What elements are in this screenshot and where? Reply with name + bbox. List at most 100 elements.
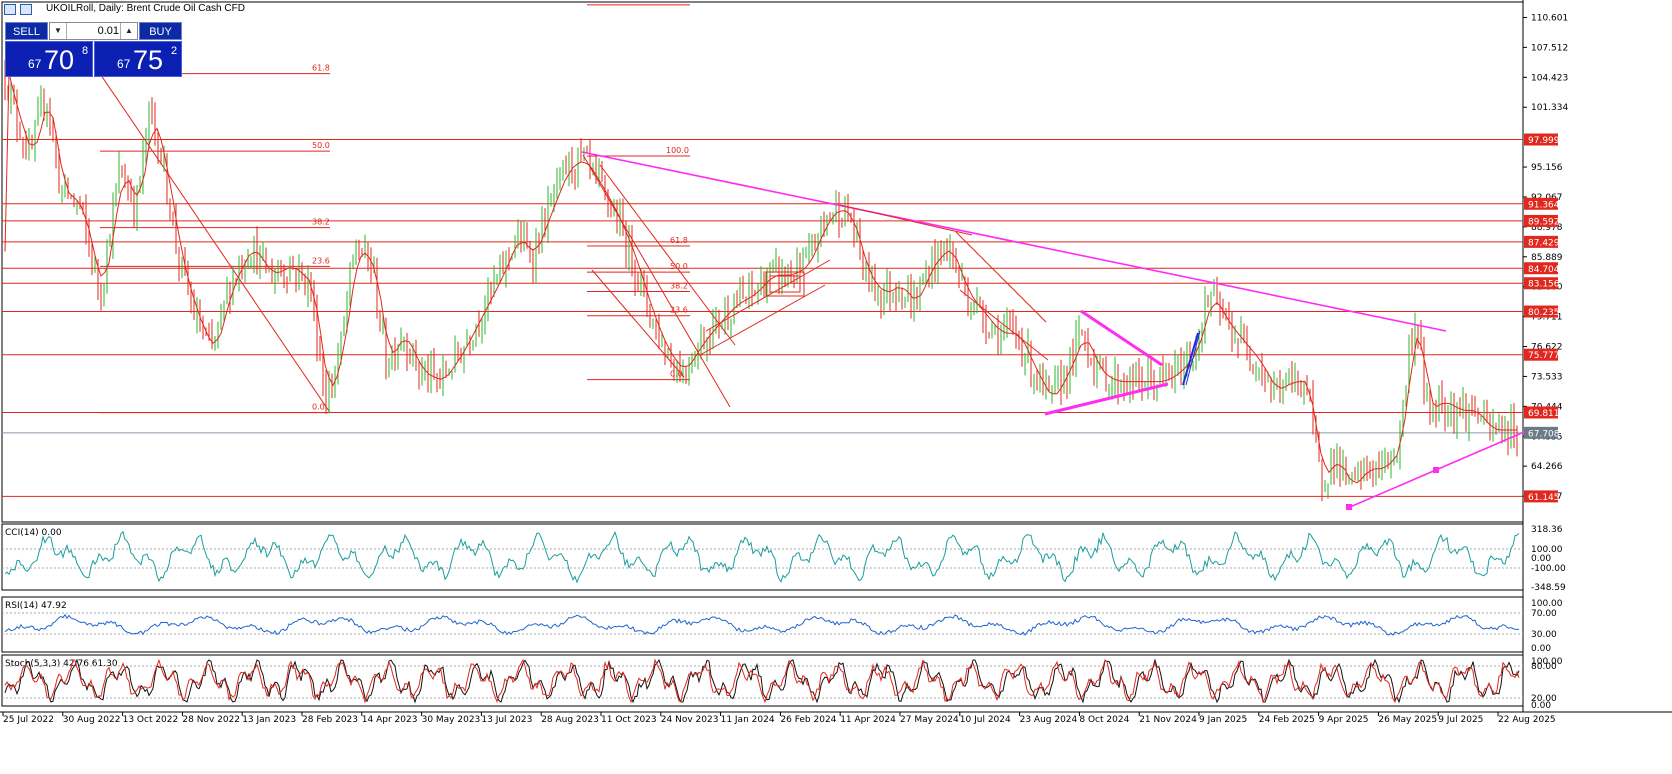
indicator-axis-label: -348.59 [1531, 583, 1566, 593]
chart-menu-icon[interactable] [4, 4, 16, 15]
current-price-tag [1524, 426, 1558, 439]
time-axis-label: 11 Oct 2023 [601, 715, 657, 725]
time-axis-label: 11 Apr 2024 [840, 715, 896, 725]
price-axis-label: 76.622 [1531, 343, 1563, 353]
indicator-axis-label: 100.00 [1531, 657, 1563, 667]
fibonacci-level-label: 38.2 [670, 282, 688, 291]
time-axis-label: 13 Oct 2022 [123, 715, 179, 725]
level-price-tag-label: 75.777 [1528, 351, 1560, 361]
level-price-tag [1524, 197, 1558, 210]
channel-line [839, 204, 973, 236]
time-axis-label: 22 Aug 2025 [1498, 715, 1556, 725]
fibonacci-level-label: 23.6 [312, 256, 330, 265]
channel-line [959, 289, 1049, 361]
level-price-tag-label: 89.592 [1528, 217, 1560, 227]
price-axis-label: 95.156 [1531, 163, 1563, 173]
lot-increase-icon[interactable]: ▲ [120, 23, 137, 39]
channel-line [599, 164, 736, 346]
sell-price-main: 70 [44, 45, 75, 75]
time-axis-label: 13 Jan 2023 [242, 715, 296, 725]
triangle-upper-line [1080, 309, 1163, 367]
price-axis-label: 110.601 [1531, 13, 1568, 23]
level-price-tag-label: 83.156 [1528, 280, 1560, 290]
indicator-axis-label: -100.00 [1531, 564, 1566, 574]
rsi-line [4, 613, 1520, 636]
horizontal-levels [2, 139, 1523, 497]
indicator-axis-label: 100.00 [1531, 545, 1563, 555]
fibonacci-level-label: 0.0 [670, 370, 683, 379]
fibonacci-level-label: 50.0 [312, 141, 330, 150]
price-pane-frame [1, 1, 1524, 523]
breakout-line [1182, 332, 1199, 386]
consolidation-box [769, 275, 801, 293]
lot-size-field[interactable]: ▼ 0.01 ▲ [49, 22, 138, 40]
channel-line [582, 154, 731, 408]
price-axis-label: 101.334 [1531, 103, 1568, 113]
price-axis-label: 79.711 [1531, 313, 1563, 323]
drawn-objects [581, 151, 1525, 510]
indicator-title: RSI(14) 47.92 [5, 601, 67, 611]
level-price-tag-label: 91.364 [1528, 200, 1560, 210]
price-axis: 110.601107.512104.423101.33495.15692.067… [1523, 13, 1568, 503]
time-axis-label: 9 Jan 2025 [1199, 715, 1247, 725]
time-axis-label: 24 Feb 2025 [1259, 715, 1315, 725]
fibonacci-level-label: 61.8 [312, 64, 330, 73]
consolidation-box [765, 271, 805, 297]
indicator-axis-label: 0.00 [1531, 701, 1551, 711]
level-price-tag [1524, 235, 1558, 248]
level-price-tag [1524, 133, 1558, 146]
buy-button[interactable]: BUY [139, 22, 182, 40]
level-price-tag-label: 97.999 [1528, 136, 1560, 146]
indicator-axis-label: 30.00 [1531, 630, 1557, 640]
indicator-axis-label: 80.00 [1531, 662, 1557, 672]
sell-price-box[interactable]: 67 70 8 [5, 41, 93, 77]
time-axis-label: 28 Feb 2023 [302, 715, 358, 725]
time-axis-label: 28 Nov 2022 [182, 715, 240, 725]
indicator-axis-label: 70.00 [1531, 609, 1557, 619]
time-axis-label: 10 Jul 2024 [960, 715, 1011, 725]
time-axis-label: 26 Feb 2024 [780, 715, 836, 725]
level-price-tag [1524, 277, 1558, 290]
current-price-tag-label: 67.708 [1528, 429, 1560, 439]
indicator-axis-label: 0.00 [1531, 644, 1551, 654]
time-axis-label: 26 May 2025 [1378, 715, 1437, 725]
lot-size-value[interactable]: 0.01 [97, 25, 119, 37]
buy-price-fraction: 2 [171, 45, 178, 57]
level-price-tag [1524, 305, 1558, 318]
stoch-main-line [4, 658, 1520, 704]
fibonacci-trend-line [99, 73, 331, 413]
indicator-pane-frame [1, 596, 1524, 653]
price-axis-label: 107.512 [1531, 43, 1568, 53]
indicator-axis-label: 0.00 [1531, 554, 1551, 564]
lot-decrease-icon[interactable]: ▼ [50, 23, 67, 39]
time-axis-label: 25 Jul 2022 [3, 715, 54, 725]
time-axis-label: 9 Apr 2025 [1319, 715, 1369, 725]
price-axis-label: 88.978 [1531, 223, 1563, 233]
time-axis-label: 24 Nov 2023 [661, 715, 719, 725]
level-price-tag-label: 87.429 [1528, 238, 1560, 248]
moving-average-line [4, 72, 1517, 484]
time-axis-label: 8 Oct 2024 [1079, 715, 1129, 725]
level-price-tag-label: 84.704 [1528, 265, 1560, 275]
time-axis-label: 27 May 2024 [900, 715, 959, 725]
level-price-tag [1524, 262, 1558, 275]
buy-price-box[interactable]: 67 75 2 [94, 41, 182, 77]
time-axis-label: 23 Aug 2024 [1020, 715, 1078, 725]
sell-button[interactable]: SELL [5, 22, 48, 40]
time-axis-label: 9 Jul 2025 [1438, 715, 1483, 725]
indicator-title: CCI(14) 0.00 [5, 528, 62, 538]
stoch-signal-line [4, 658, 1520, 704]
price-axis-label: 85.889 [1531, 253, 1563, 263]
time-axis-label: 14 Apr 2023 [362, 715, 418, 725]
indicator-title: Stoch(5,3,3) 42.76 61.30 [5, 659, 118, 669]
one-click-trading-icon[interactable] [20, 4, 32, 15]
time-axis-label: 21 Nov 2024 [1139, 715, 1197, 725]
time-axis-label: 30 May 2023 [422, 715, 481, 725]
chart-title: UKOILRoll, Daily: Brent Crude Oil Cash C… [46, 3, 245, 14]
indicator-axis-label: 318.36 [1531, 525, 1563, 535]
level-price-tag [1524, 490, 1558, 503]
time-axis-label: 13 Jul 2023 [481, 715, 532, 725]
